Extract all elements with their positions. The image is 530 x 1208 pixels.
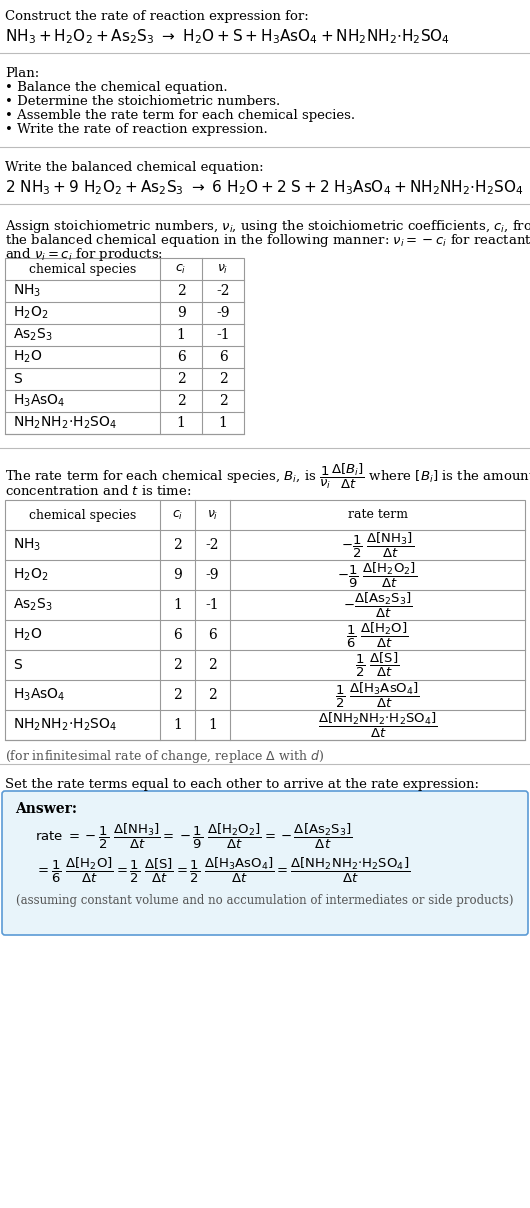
Text: 6: 6 [218, 350, 227, 364]
Text: $\mathregular{NH_3}$: $\mathregular{NH_3}$ [13, 536, 41, 553]
Text: (for infinitesimal rate of change, replace $\Delta$ with $d$): (for infinitesimal rate of change, repla… [5, 748, 324, 765]
Text: $\mathregular{S}$: $\mathregular{S}$ [13, 372, 23, 387]
Text: 2: 2 [173, 689, 182, 702]
Text: $\mathregular{H_3AsO_4}$: $\mathregular{H_3AsO_4}$ [13, 687, 66, 703]
Text: 2: 2 [176, 394, 186, 408]
Text: (assuming constant volume and no accumulation of intermediates or side products): (assuming constant volume and no accumul… [16, 894, 514, 907]
Text: • Assemble the rate term for each chemical species.: • Assemble the rate term for each chemic… [5, 109, 355, 122]
Text: 2: 2 [173, 658, 182, 672]
Text: 1: 1 [173, 718, 182, 732]
Text: $-\dfrac{1}{9}\ \dfrac{\Delta[\mathregular{H_2O_2}]}{\Delta t}$: $-\dfrac{1}{9}\ \dfrac{\Delta[\mathregul… [338, 561, 418, 590]
Text: $\mathregular{S}$: $\mathregular{S}$ [13, 658, 23, 672]
Text: chemical species: chemical species [29, 509, 136, 522]
Text: 9: 9 [176, 306, 186, 320]
Text: Plan:: Plan: [5, 66, 39, 80]
Text: 1: 1 [218, 416, 227, 430]
Text: $\nu_i$: $\nu_i$ [207, 509, 218, 522]
Text: • Determine the stoichiometric numbers.: • Determine the stoichiometric numbers. [5, 95, 280, 108]
Text: $\dfrac{1}{2}\ \dfrac{\Delta[\mathregular{S}]}{\Delta t}$: $\dfrac{1}{2}\ \dfrac{\Delta[\mathregula… [356, 651, 400, 679]
Text: 2: 2 [176, 372, 186, 387]
Text: 2: 2 [218, 372, 227, 387]
Text: $\nu_i$: $\nu_i$ [217, 262, 228, 275]
Text: -1: -1 [206, 598, 219, 612]
Text: -9: -9 [216, 306, 229, 320]
Text: $\mathregular{H_2O}$: $\mathregular{H_2O}$ [13, 627, 42, 643]
Text: 2: 2 [208, 689, 217, 702]
Text: Write the balanced chemical equation:: Write the balanced chemical equation: [5, 161, 263, 174]
Text: $\mathregular{H_2O_2}$: $\mathregular{H_2O_2}$ [13, 304, 48, 321]
Text: 2: 2 [176, 284, 186, 298]
Text: $\dfrac{1}{6}\ \dfrac{\Delta[\mathregular{H_2O}]}{\Delta t}$: $\dfrac{1}{6}\ \dfrac{\Delta[\mathregula… [346, 621, 409, 650]
Text: chemical species: chemical species [29, 262, 136, 275]
Text: concentration and $t$ is time:: concentration and $t$ is time: [5, 484, 191, 498]
Text: rate term: rate term [348, 509, 408, 522]
Text: $\mathregular{As_2S_3}$: $\mathregular{As_2S_3}$ [13, 597, 53, 614]
Text: 1: 1 [176, 329, 186, 342]
Text: $= \dfrac{1}{6}\ \dfrac{\Delta[\mathregular{H_2O}]}{\Delta t}= \dfrac{1}{2}\ \df: $= \dfrac{1}{6}\ \dfrac{\Delta[\mathregu… [35, 856, 410, 885]
Text: -1: -1 [216, 329, 230, 342]
Text: 9: 9 [173, 568, 182, 582]
Text: $\mathregular{NH_3 + H_2O_2 + As_2S_3\ \rightarrow\ H_2O + S + H_3AsO_4 + NH_2NH: $\mathregular{NH_3 + H_2O_2 + As_2S_3\ \… [5, 27, 450, 46]
Text: and $\nu_i = c_i$ for products:: and $\nu_i = c_i$ for products: [5, 246, 163, 263]
Text: 2: 2 [173, 538, 182, 552]
Text: The rate term for each chemical species, $B_i$, is $\dfrac{1}{\nu_i}\dfrac{\Delt: The rate term for each chemical species,… [5, 461, 530, 492]
Text: Answer:: Answer: [15, 802, 77, 815]
Text: • Write the rate of reaction expression.: • Write the rate of reaction expression. [5, 123, 268, 137]
Text: -2: -2 [216, 284, 229, 298]
Text: Assign stoichiometric numbers, $\nu_i$, using the stoichiometric coefficients, $: Assign stoichiometric numbers, $\nu_i$, … [5, 217, 530, 236]
Text: $\mathregular{NH_2NH_2{\cdot}H_2SO_4}$: $\mathregular{NH_2NH_2{\cdot}H_2SO_4}$ [13, 716, 117, 733]
Text: $\mathregular{H_3AsO_4}$: $\mathregular{H_3AsO_4}$ [13, 393, 66, 410]
Text: the balanced chemical equation in the following manner: $\nu_i = -c_i$ for react: the balanced chemical equation in the fo… [5, 232, 530, 249]
Text: $c_i$: $c_i$ [175, 262, 187, 275]
Text: • Balance the chemical equation.: • Balance the chemical equation. [5, 81, 227, 94]
Text: 1: 1 [173, 598, 182, 612]
Text: rate $= -\dfrac{1}{2}\ \dfrac{\Delta[\mathregular{NH_3}]}{\Delta t}= -\dfrac{1}{: rate $= -\dfrac{1}{2}\ \dfrac{\Delta[\ma… [35, 821, 352, 852]
Text: -9: -9 [206, 568, 219, 582]
Text: $\mathregular{H_2O}$: $\mathregular{H_2O}$ [13, 349, 42, 365]
Text: $\mathregular{H_2O_2}$: $\mathregular{H_2O_2}$ [13, 567, 48, 583]
Text: 1: 1 [176, 416, 186, 430]
Text: Set the rate terms equal to each other to arrive at the rate expression:: Set the rate terms equal to each other t… [5, 778, 479, 791]
Text: $c_i$: $c_i$ [172, 509, 183, 522]
Bar [5, 259, 244, 434]
Text: -2: -2 [206, 538, 219, 552]
Bar [5, 500, 525, 741]
Text: 2: 2 [208, 658, 217, 672]
Text: $\dfrac{1}{2}\ \dfrac{\Delta[\mathregular{H_3AsO_4}]}{\Delta t}$: $\dfrac{1}{2}\ \dfrac{\Delta[\mathregula… [335, 680, 420, 709]
Text: $-\dfrac{\Delta[\mathregular{As_2S_3}]}{\Delta t}$: $-\dfrac{\Delta[\mathregular{As_2S_3}]}{… [343, 591, 412, 620]
Text: $\mathregular{NH_2NH_2{\cdot}H_2SO_4}$: $\mathregular{NH_2NH_2{\cdot}H_2SO_4}$ [13, 414, 117, 431]
Text: $\mathregular{As_2S_3}$: $\mathregular{As_2S_3}$ [13, 327, 53, 343]
Text: Construct the rate of reaction expression for:: Construct the rate of reaction expressio… [5, 10, 309, 23]
Text: 6: 6 [173, 628, 182, 641]
Text: $-\dfrac{1}{2}\ \dfrac{\Delta[\mathregular{NH_3}]}{\Delta t}$: $-\dfrac{1}{2}\ \dfrac{\Delta[\mathregul… [341, 530, 414, 559]
Text: 6: 6 [208, 628, 217, 641]
Text: $\mathregular{2\ NH_3 + 9\ H_2O_2 + As_2S_3\ \rightarrow\ 6\ H_2O + 2\ S + 2\ H_: $\mathregular{2\ NH_3 + 9\ H_2O_2 + As_2… [5, 178, 523, 197]
FancyBboxPatch shape [2, 791, 528, 935]
Text: $\mathregular{NH_3}$: $\mathregular{NH_3}$ [13, 283, 41, 300]
Text: 6: 6 [176, 350, 186, 364]
Text: 1: 1 [208, 718, 217, 732]
Text: 2: 2 [218, 394, 227, 408]
Text: $\dfrac{\Delta[\mathregular{NH_2NH_2{\cdot}H_2SO_4}]}{\Delta t}$: $\dfrac{\Delta[\mathregular{NH_2NH_2{\cd… [317, 710, 437, 739]
